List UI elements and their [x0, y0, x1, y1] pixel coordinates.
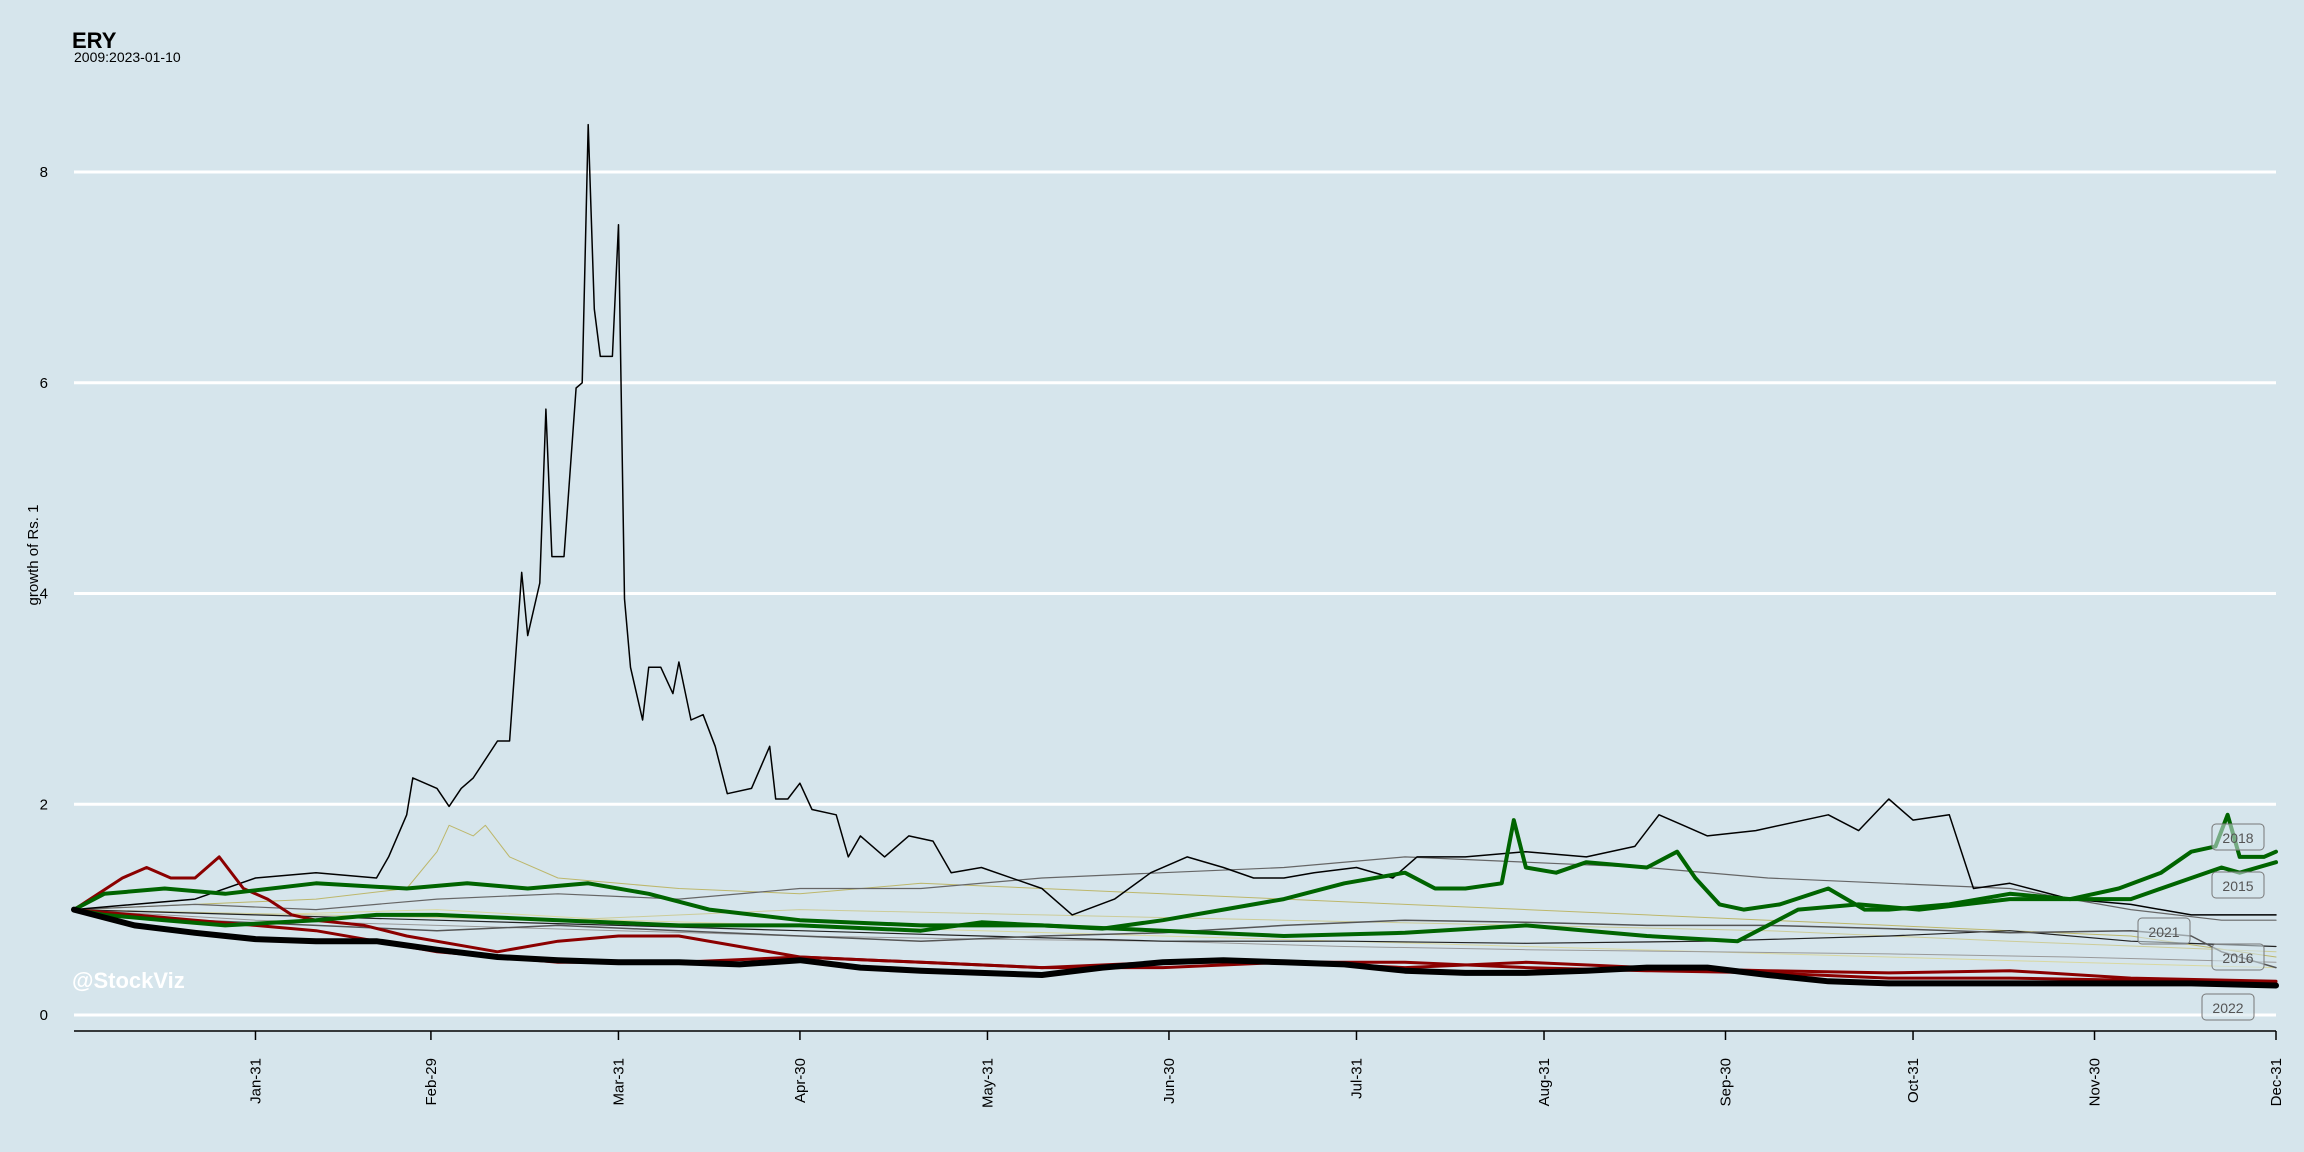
- series-line-2018: [72, 860, 2278, 944]
- series-label: 2021: [2148, 924, 2179, 940]
- series-label-box: [2201, 993, 2255, 1021]
- series-label-box: [2137, 917, 2191, 945]
- series-line-2017: [73, 909, 2277, 969]
- y-tick-label: 4: [40, 586, 48, 603]
- watermark: @StockViz: [72, 968, 185, 993]
- series-line-2012: [72, 908, 2278, 985]
- x-tick-label: Mar-31: [610, 1058, 627, 1106]
- series-line-2021: [73, 908, 2277, 969]
- chart-title: ERY: [72, 28, 117, 53]
- x-tick-label: Aug-31: [1536, 1058, 1553, 1106]
- series-label: 2016: [2222, 950, 2253, 966]
- x-tick-label: Jul-31: [1348, 1058, 1365, 1099]
- y-tick-label: 2: [40, 796, 48, 813]
- series-label: 2015: [2222, 878, 2253, 894]
- x-tick-label: Apr-30: [792, 1058, 809, 1103]
- x-tick-label: Oct-31: [1905, 1058, 1922, 1103]
- series-line-2016: [73, 856, 2277, 921]
- gridlines: [74, 170, 2276, 1017]
- x-tick-label: Sep-30: [1718, 1058, 1735, 1106]
- series-label: 2018: [2222, 830, 2253, 846]
- x-tick-label: Jun-30: [1161, 1058, 1178, 1104]
- y-tick-label: 6: [40, 375, 48, 392]
- x-tick-label: May-31: [979, 1058, 996, 1108]
- x-tick-label: Feb-29: [423, 1058, 440, 1106]
- x-tick-label: Nov-30: [2087, 1058, 2104, 1106]
- series-label: 2022: [2212, 1000, 2243, 1016]
- y-axis-label: growth of Rs. 1: [25, 505, 42, 606]
- y-tick-labels: 0 2 4 6 8: [40, 164, 48, 1024]
- y-tick-label: 8: [40, 164, 48, 181]
- series-label-box: [2211, 943, 2265, 971]
- series-line-2009: [73, 123, 2277, 916]
- y-tick-label: 0: [40, 1007, 48, 1024]
- series-line-2022: [71, 906, 2279, 989]
- chart-subtitle: 2009:2023-01-10: [74, 49, 181, 65]
- series-lines: [71, 123, 2279, 989]
- x-tick-label: Dec-31: [2268, 1058, 2285, 1106]
- series-label-box: [2211, 823, 2265, 851]
- series-label-box: [2211, 871, 2265, 899]
- x-tick-label: Jan-31: [247, 1058, 264, 1104]
- series-end-labels: 2015 2018 2022 2021 2016: [2137, 823, 2265, 1021]
- series-line-2015: [72, 812, 2278, 933]
- x-ticks: Jan-31 Feb-29 Mar-31 Apr-30 May-31 Jun-30 Jul-…: [247, 1031, 2285, 1108]
